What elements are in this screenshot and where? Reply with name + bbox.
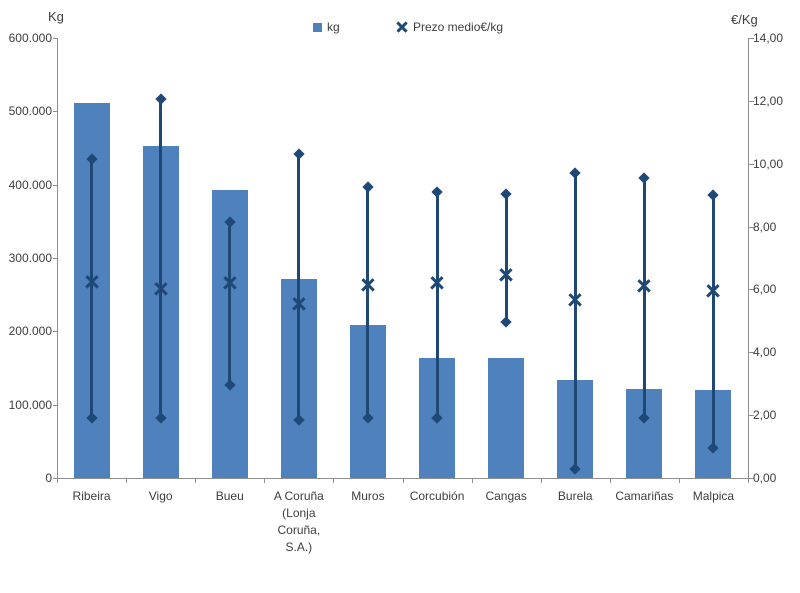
x-axis-tick	[471, 479, 473, 483]
x-category-label: Camariñas	[615, 489, 674, 503]
right-axis-tick	[749, 289, 754, 291]
right-axis-tick-label: 14,00	[753, 31, 784, 45]
price-mean-x-marker	[706, 284, 721, 299]
x-axis-tick	[540, 479, 542, 483]
left-axis-tick	[53, 38, 57, 39]
price-mean-x-marker	[222, 276, 237, 291]
price-mean-x-marker	[499, 268, 514, 283]
price-mean-x-marker	[637, 279, 652, 294]
right-axis-tick-label: 12,00	[753, 93, 784, 108]
price-range-line	[435, 192, 439, 419]
right-axis-tick-label: 2,00	[753, 408, 777, 423]
x-category-label: Malpica	[692, 489, 735, 503]
price-mean-x-marker	[291, 296, 306, 311]
x-axis-tick	[264, 479, 266, 483]
right-axis-tick-label: 6,00	[753, 282, 777, 297]
x-axis-tick	[402, 479, 404, 483]
price-range-line	[642, 177, 646, 419]
left-axis-tick-label: 200.000	[8, 324, 52, 339]
x-category-label: Vigo	[148, 489, 173, 503]
right-axis-tick-label: 8,00	[753, 219, 777, 234]
right-axis-tick	[749, 226, 754, 228]
square-icon	[313, 22, 322, 32]
price-mean-x-marker	[568, 293, 583, 308]
left-axis-tick-label: 600.000	[8, 31, 52, 45]
left-axis-tick	[53, 478, 57, 479]
price-range-line	[711, 195, 715, 449]
left-axis-line	[57, 38, 58, 479]
right-axis-tick	[749, 415, 754, 417]
left-axis-tick-label: 100.000	[8, 397, 52, 412]
left-axis-tick	[53, 184, 57, 186]
x-axis-line	[57, 478, 749, 479]
price-max-marker	[362, 181, 374, 193]
x-category-label: Burela	[557, 489, 593, 503]
right-axis-tick	[749, 38, 754, 39]
price-range-line	[228, 221, 232, 386]
price-max-marker	[431, 186, 443, 198]
bar	[488, 358, 525, 478]
price-mean-x-marker	[153, 282, 168, 297]
left-axis-tick	[53, 404, 57, 406]
right-axis-tick-label: 10,00	[753, 156, 784, 171]
x-category-label: Bueu	[215, 489, 244, 503]
left-axis-title: Kg	[48, 9, 64, 24]
price-max-marker	[154, 93, 167, 105]
price-range-line	[504, 193, 508, 323]
right-axis-tick	[749, 352, 754, 354]
price-max-marker	[293, 148, 305, 160]
price-mean-x-marker	[430, 276, 445, 291]
price-max-marker	[500, 187, 512, 200]
price-max-marker	[707, 189, 720, 201]
price-range-line	[366, 187, 370, 419]
x-axis-tick	[126, 479, 128, 483]
legend: kg Prezo medio€/kg	[0, 18, 800, 36]
price-range-line	[159, 99, 163, 419]
price-range-line	[90, 159, 94, 419]
x-axis-tick	[609, 479, 611, 483]
x-category-label: Cangas	[485, 489, 527, 503]
right-axis-tick	[749, 163, 754, 165]
price-max-marker	[569, 167, 581, 179]
price-mean-x-marker	[360, 277, 375, 292]
x-axis-tick	[195, 479, 197, 483]
left-axis-tick	[53, 258, 57, 259]
left-axis-tick-label: 0	[45, 471, 52, 485]
left-axis-tick	[53, 331, 57, 333]
x-axis-tick	[678, 479, 680, 483]
x-category-label: A Coruña (Lonja Coruña, S.A.)	[273, 489, 324, 554]
right-axis-tick	[749, 100, 754, 102]
x-axis-tick	[748, 479, 749, 483]
price-range-line	[297, 154, 301, 420]
right-axis-tick-label: 0,00	[753, 471, 777, 485]
legend-label-prezo-medio: Prezo medio€/kg	[413, 20, 504, 34]
x-category-label: Muros	[351, 489, 385, 503]
left-axis-tick	[53, 111, 57, 113]
right-axis-tick-label: 4,00	[753, 345, 777, 360]
right-axis-line	[748, 38, 749, 479]
x-category-label: Ribeira	[72, 489, 111, 503]
price-max-marker	[638, 172, 651, 184]
legend-item-kg: kg	[313, 18, 340, 36]
x-axis-tick	[57, 479, 58, 483]
legend-label-kg: kg	[327, 20, 340, 34]
price-mean-x-marker	[84, 274, 99, 289]
right-axis-tick	[749, 478, 754, 479]
legend-item-prezo-medio: Prezo medio€/kg	[396, 18, 503, 36]
left-axis-tick-label: 300.000	[8, 251, 52, 265]
right-axis-title: €/Kg	[731, 12, 758, 27]
left-axis-tick-label: 400.000	[8, 177, 52, 192]
x-axis-tick	[333, 479, 335, 483]
left-axis-tick-label: 500.000	[8, 104, 52, 119]
price-range-line	[573, 173, 577, 469]
x-category-label: Corcubión	[409, 489, 465, 503]
price-min-marker	[500, 316, 512, 329]
